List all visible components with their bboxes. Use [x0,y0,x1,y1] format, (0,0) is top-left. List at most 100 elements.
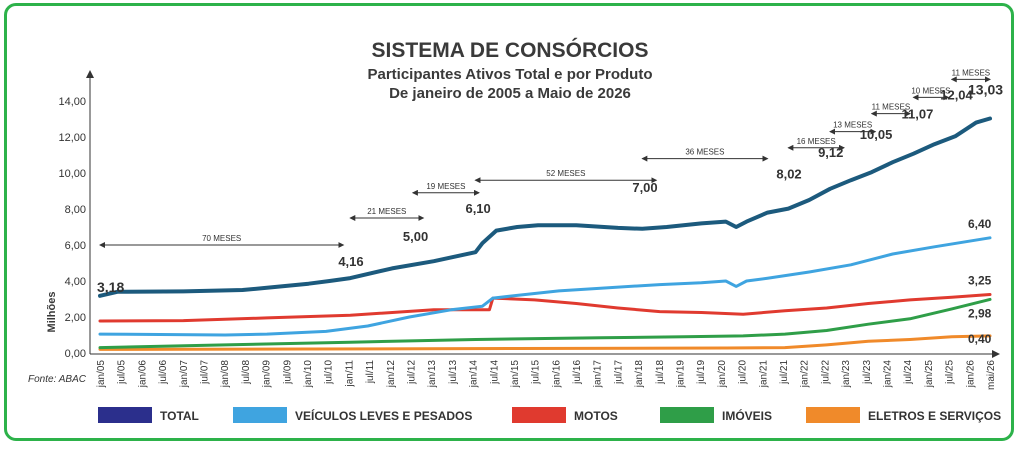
chart-title: SISTEMA DE CONSÓRCIOS [372,38,649,62]
period-label: 11 MESES [952,68,991,77]
x-tick-label: jan/21 [758,360,769,389]
x-tick-label: jan/24 [883,360,894,389]
x-tick-label: jul/13 [448,360,459,385]
x-tick-label: jan/15 [510,360,521,389]
value-label: 13,03 [968,81,1003,97]
x-tick-label: jan/06 [137,360,148,389]
value-label: 2,98 [968,306,992,320]
x-tick-label: jan/23 [841,360,852,389]
value-label: 10,05 [860,127,893,142]
axes: 0,00 2,00 4,00 6,00 8,00 10,00 12,00 14,00 jan/0… [58,70,1000,390]
x-tick-label: jul/12 [406,360,417,385]
legend-label: TOTAL [160,409,199,423]
x-tick-label: jan/11 [344,360,355,388]
x-tick-label: jul/18 [655,360,666,385]
series-line [98,116,992,298]
x-tick-label: jul/25 [945,360,956,385]
x-tick-label: jan/07 [179,360,190,389]
period-annotations: 70 MESES 21 MESES 19 MESES 52 MESES 36 MESES… [99,68,991,248]
x-tick-label: jan/26 [965,360,976,389]
value-label: 6,40 [968,217,992,231]
x-tick-label: jul/07 [199,360,210,385]
series-line [98,334,992,351]
y-tick-label: 4,00 [65,276,86,288]
value-label: 4,16 [338,254,363,269]
x-tick-label: jan/17 [593,360,604,389]
x-tick-label: jan/22 [800,360,811,389]
x-tick-label: jul/05 [117,360,128,385]
period-label: 21 MESES [367,207,406,216]
x-tick-label: jul/20 [738,360,749,385]
x-tick-label: jan/18 [634,360,645,389]
x-tick-label: mai/26 [986,360,997,390]
y-tick-label: 6,00 [65,240,86,252]
series-line [98,236,992,337]
y-axis-label: Milhões [46,292,58,333]
x-tick-label: jan/05 [96,360,107,389]
y-tick-label: 14,00 [58,96,86,108]
x-tick-label: jan/16 [551,360,562,389]
legend-label: MOTOS [574,409,618,423]
y-tick-label: 0,00 [65,348,86,360]
legend-swatch [98,407,152,423]
x-tick-label: jul/23 [862,360,873,385]
period-label: 16 MESES [797,137,836,146]
x-axis-arrow [992,350,1000,358]
y-tick-label: 2,00 [65,312,86,324]
series-lines [98,116,992,351]
period-label: 70 MESES [202,234,241,243]
period-label: 19 MESES [426,182,465,191]
x-tick-label: jul/19 [696,360,707,385]
x-tick-label: jul/22 [820,360,831,385]
legend: TOTAL VEÍCULOS LEVES E PESADOS MOTOS IMÓVEI… [98,407,1001,423]
value-label: 11,07 [902,107,934,122]
period-label: 52 MESES [546,169,585,178]
x-tick-label: jan/12 [386,360,397,389]
x-tick-label: jan/08 [220,360,231,389]
value-labels: 3,18 4,16 5,00 6,10 7,00 8,02 9,12 10,05 11,07 12… [97,81,1003,345]
x-tick-label: jul/21 [779,360,790,385]
y-tick-label: 10,00 [58,168,86,180]
value-label: 5,00 [403,229,428,244]
legend-swatch [660,407,714,423]
series-line [98,297,992,350]
x-tick-label: jul/08 [241,360,252,385]
x-tick-label: jul/09 [282,360,293,385]
x-tick-label: jul/06 [158,360,169,385]
x-tick-label: jul/17 [613,360,624,385]
legend-label: IMÓVEIS [722,408,772,423]
period-label: 10 MESES [911,86,950,95]
value-label: 3,18 [97,279,124,295]
chart-subtitle: Participantes Ativos Total e por Produto [367,66,652,83]
x-tick-label: jan/19 [676,360,687,389]
x-tick-label: jul/24 [903,360,914,385]
source-note: Fonte: ABAC [28,374,87,385]
x-tick-label: jan/10 [303,360,314,389]
chart-subtitle-2: De janeiro de 2005 a Maio de 2026 [389,85,631,102]
x-tick-label: jul/11 [365,360,376,385]
value-label: 12,04 [940,87,973,102]
x-tick-label: jan/25 [924,360,935,389]
y-tick-label: 8,00 [65,204,86,216]
y-axis-arrow [86,70,94,78]
x-tick-label: jan/20 [717,360,728,389]
chart-frame [4,3,1014,441]
x-tick-label: jul/10 [324,360,335,385]
x-tick-label: jul/14 [489,360,500,385]
value-label: 9,12 [818,145,843,160]
value-label: 3,25 [968,274,992,288]
series-line [98,293,992,323]
x-tick-label: jan/14 [469,360,480,389]
y-tick-label: 12,00 [58,132,86,144]
value-label: 6,10 [465,201,490,216]
period-label: 13 MESES [833,121,872,130]
legend-label: ELETROS E SERVIÇOS [868,409,1001,423]
legend-label: VEÍCULOS LEVES E PESADOS [295,408,472,423]
value-label: 0,40 [968,332,992,346]
x-tick-label: jul/15 [531,360,542,385]
x-tick-label: jul/16 [572,360,583,385]
value-label: 7,00 [632,180,657,195]
value-label: 8,02 [776,167,801,182]
x-tick-label: jan/13 [427,360,438,389]
